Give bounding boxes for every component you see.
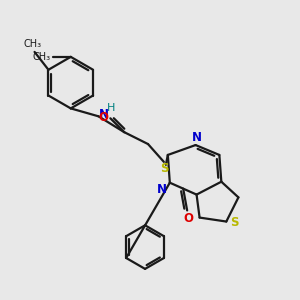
Text: CH₃: CH₃ [23, 39, 42, 49]
Text: O: O [183, 212, 193, 225]
Text: H: H [107, 103, 116, 113]
Text: O: O [98, 111, 108, 124]
Text: N: N [157, 183, 167, 196]
Text: N: N [98, 108, 108, 121]
Text: CH₃: CH₃ [33, 52, 51, 62]
Text: S: S [160, 162, 169, 175]
Text: N: N [192, 130, 202, 144]
Text: S: S [230, 216, 238, 229]
